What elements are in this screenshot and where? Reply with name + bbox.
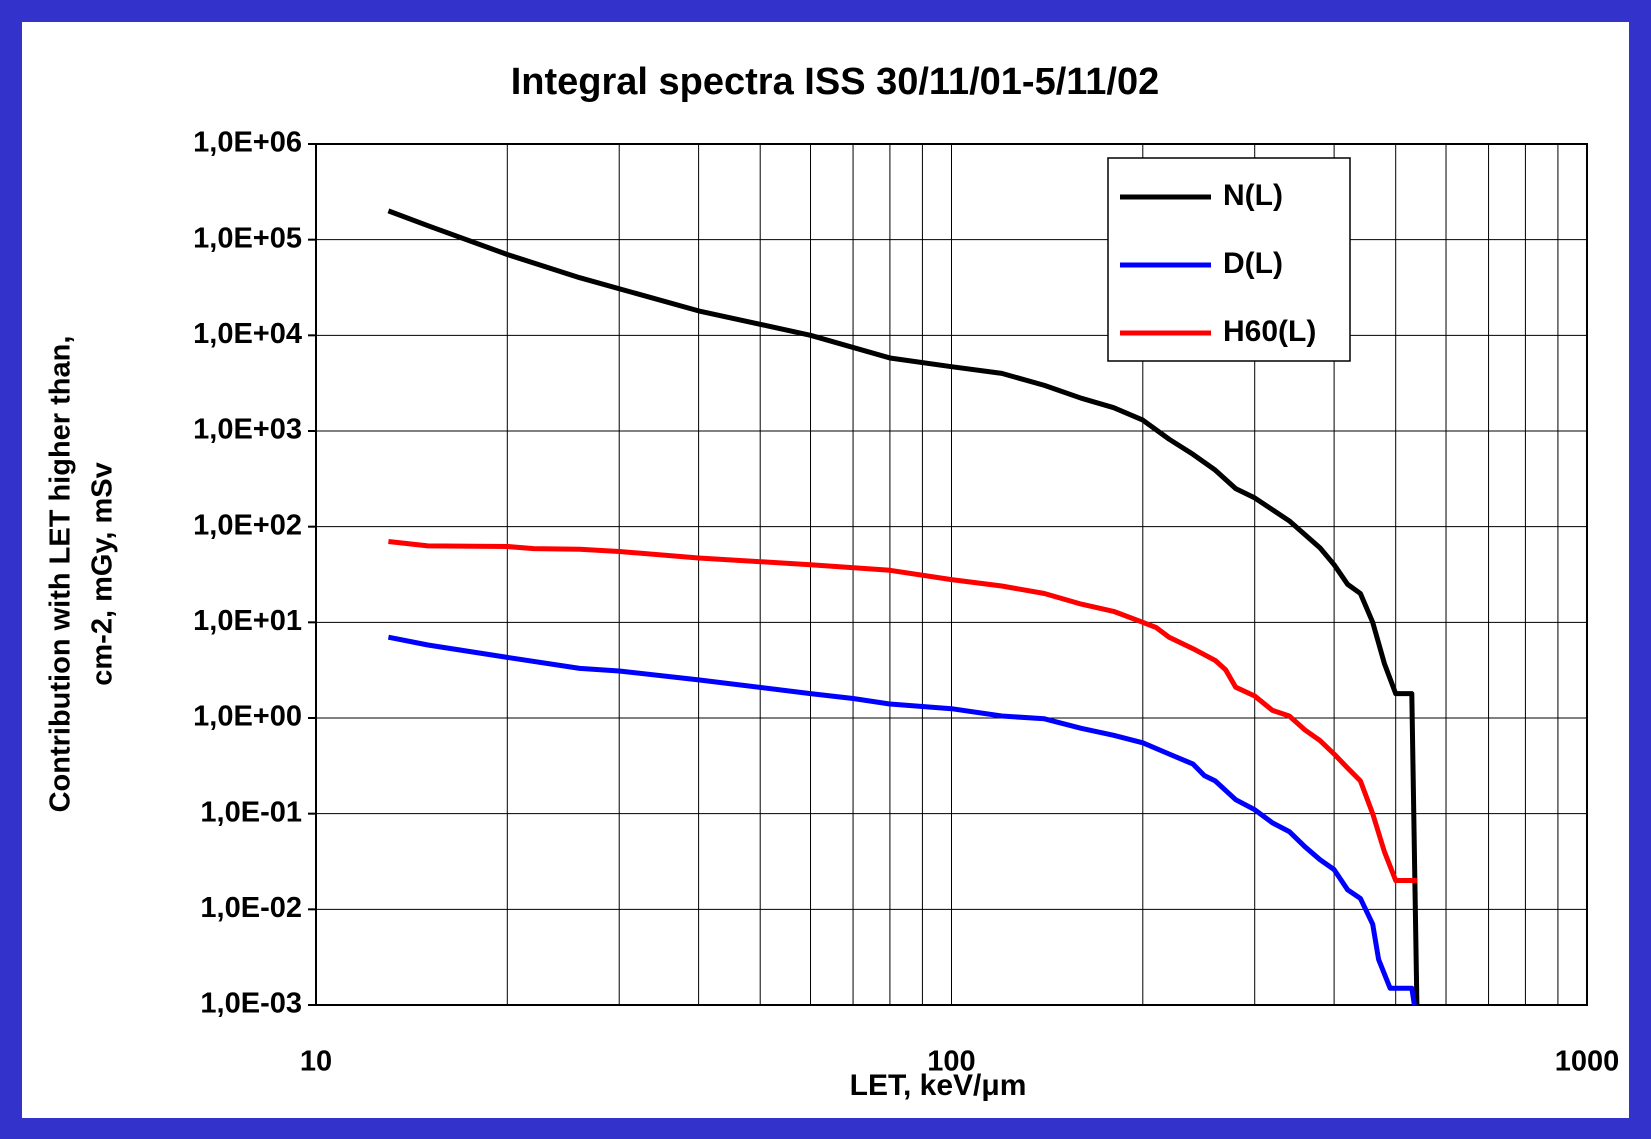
legend-label: D(L)	[1223, 247, 1283, 280]
y-axis-label: Contribution with LET higher than,	[45, 336, 77, 813]
legend	[1107, 157, 1351, 362]
legend-label: H60(L)	[1223, 315, 1316, 348]
y-tick-label: 1,0E-03	[200, 988, 302, 1020]
x-tick-label: 1000	[1555, 1046, 1620, 1078]
y-tick-label: 1,0E+02	[193, 509, 302, 541]
legend-label: N(L)	[1223, 179, 1283, 212]
y-tick-label: 1,0E+04	[193, 318, 302, 350]
series-line	[388, 539, 1417, 883]
y-tick-label: 1,0E+01	[193, 605, 302, 637]
chart-title: Integral spectra ISS 30/11/01-5/11/02	[511, 61, 1160, 103]
y-tick-label: 1,0E-01	[200, 796, 302, 828]
y-tick-label: 1,0E-02	[200, 892, 302, 924]
x-tick-label: 10	[300, 1046, 332, 1078]
x-tick-label: 100	[927, 1046, 975, 1078]
y-axis-label: cm-2, mGy, mSv	[87, 462, 119, 686]
x-axis-label: LET, keV/μm	[850, 1069, 1027, 1102]
series-line	[387, 634, 1417, 1006]
series-line	[387, 208, 1420, 1006]
y-tick-label: 1,0E+05	[193, 222, 302, 254]
y-tick-label: 1,0E+06	[193, 127, 302, 159]
plot-border	[315, 143, 1588, 1006]
y-tick-label: 1,0E+00	[193, 701, 302, 733]
y-tick-label: 1,0E+03	[193, 414, 302, 446]
